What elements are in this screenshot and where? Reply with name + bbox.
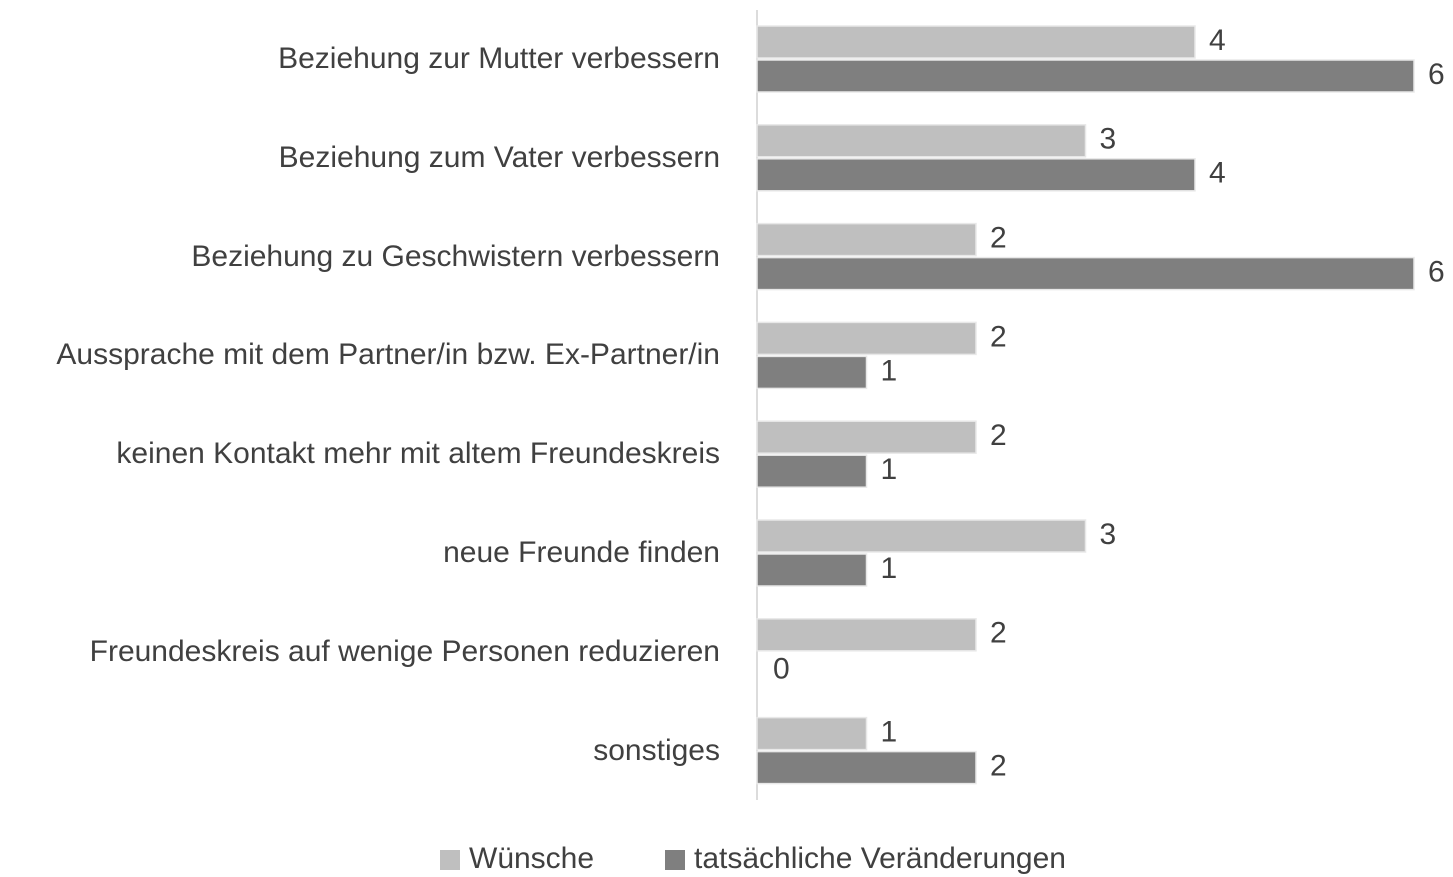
legend-swatch [665,850,685,870]
category-label: Freundeskreis auf wenige Personen reduzi… [89,634,720,668]
category-label: neue Freunde finden [443,536,720,569]
value-label: 2 [990,750,1007,783]
category-label: Beziehung zum Vater verbessern [278,140,720,174]
bar [756,355,868,390]
bar [756,124,1087,158]
value-label: 1 [881,716,898,749]
category-label: sonstiges [593,733,720,767]
value-label: 1 [881,552,898,585]
bar [756,59,1415,93]
value-label: 6 [1428,58,1445,91]
bar [756,553,868,587]
bar [756,618,977,652]
value-label: 2 [990,320,1007,353]
bar [756,716,868,751]
value-label: 6 [1428,256,1445,289]
legend-swatch [440,850,460,870]
bar [756,454,868,488]
value-label: 2 [990,419,1007,452]
bar [756,750,977,785]
value-label: 1 [881,354,898,387]
bar [756,321,977,356]
legend-label: Wünsche [469,842,594,875]
category-label: Aussprache mit dem Partner/in bzw. Ex-Pa… [56,338,720,372]
value-label: 2 [990,222,1007,255]
bar [756,420,977,454]
bar [756,158,1196,192]
value-label: 4 [1209,24,1226,57]
value-label: 3 [1100,518,1117,551]
category-label: Beziehung zur Mutter verbessern [278,42,720,75]
category-label: Beziehung zu Geschwistern verbessern [191,239,720,273]
category-label: keinen Kontakt mehr mit altem Freundeskr… [116,437,720,471]
value-label: 4 [1209,157,1226,190]
legend-label: tatsächliche Veränderungen [694,842,1066,875]
bar [756,519,1087,553]
bar [756,222,977,257]
value-label: 2 [990,617,1007,650]
value-label: 3 [1100,123,1117,156]
bar [756,25,1196,59]
value-label: 0 [773,653,790,686]
bar [756,256,1415,291]
value-label: 1 [881,453,898,486]
